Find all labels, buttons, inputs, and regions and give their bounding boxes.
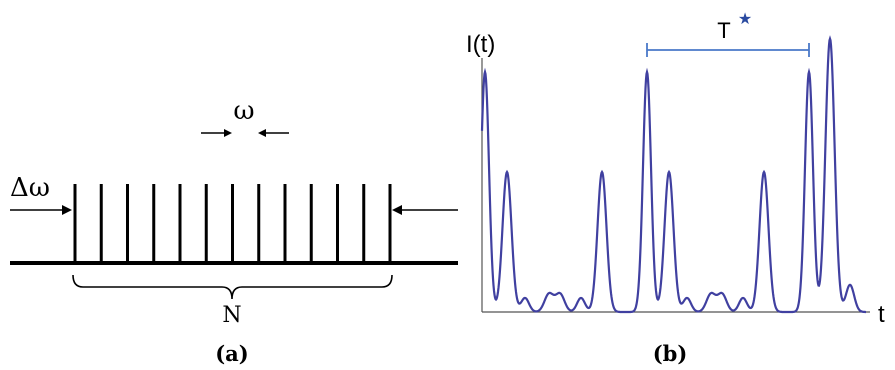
period-bar — [646, 43, 810, 57]
caption-a: (a) — [215, 341, 248, 366]
panel-b: I(t) t T ★ (b) — [466, 11, 885, 366]
delta-omega-label: Δω — [10, 173, 50, 203]
n-label: N — [222, 303, 241, 328]
x-axis-label: t — [878, 301, 885, 328]
omega-label: ω — [233, 96, 254, 126]
n-brace — [72, 274, 393, 300]
caption-b: (b) — [653, 341, 688, 366]
comb-lines — [73, 184, 392, 263]
period-star: ★ — [738, 11, 752, 28]
bandwidth-indicator — [10, 205, 458, 215]
omega-spacing-indicator — [201, 129, 289, 137]
panel-a: ω Δω N (a) — [10, 96, 458, 366]
intensity-curve — [480, 35, 866, 314]
period-label: T — [717, 18, 730, 43]
y-axis-label: I(t) — [466, 31, 495, 58]
